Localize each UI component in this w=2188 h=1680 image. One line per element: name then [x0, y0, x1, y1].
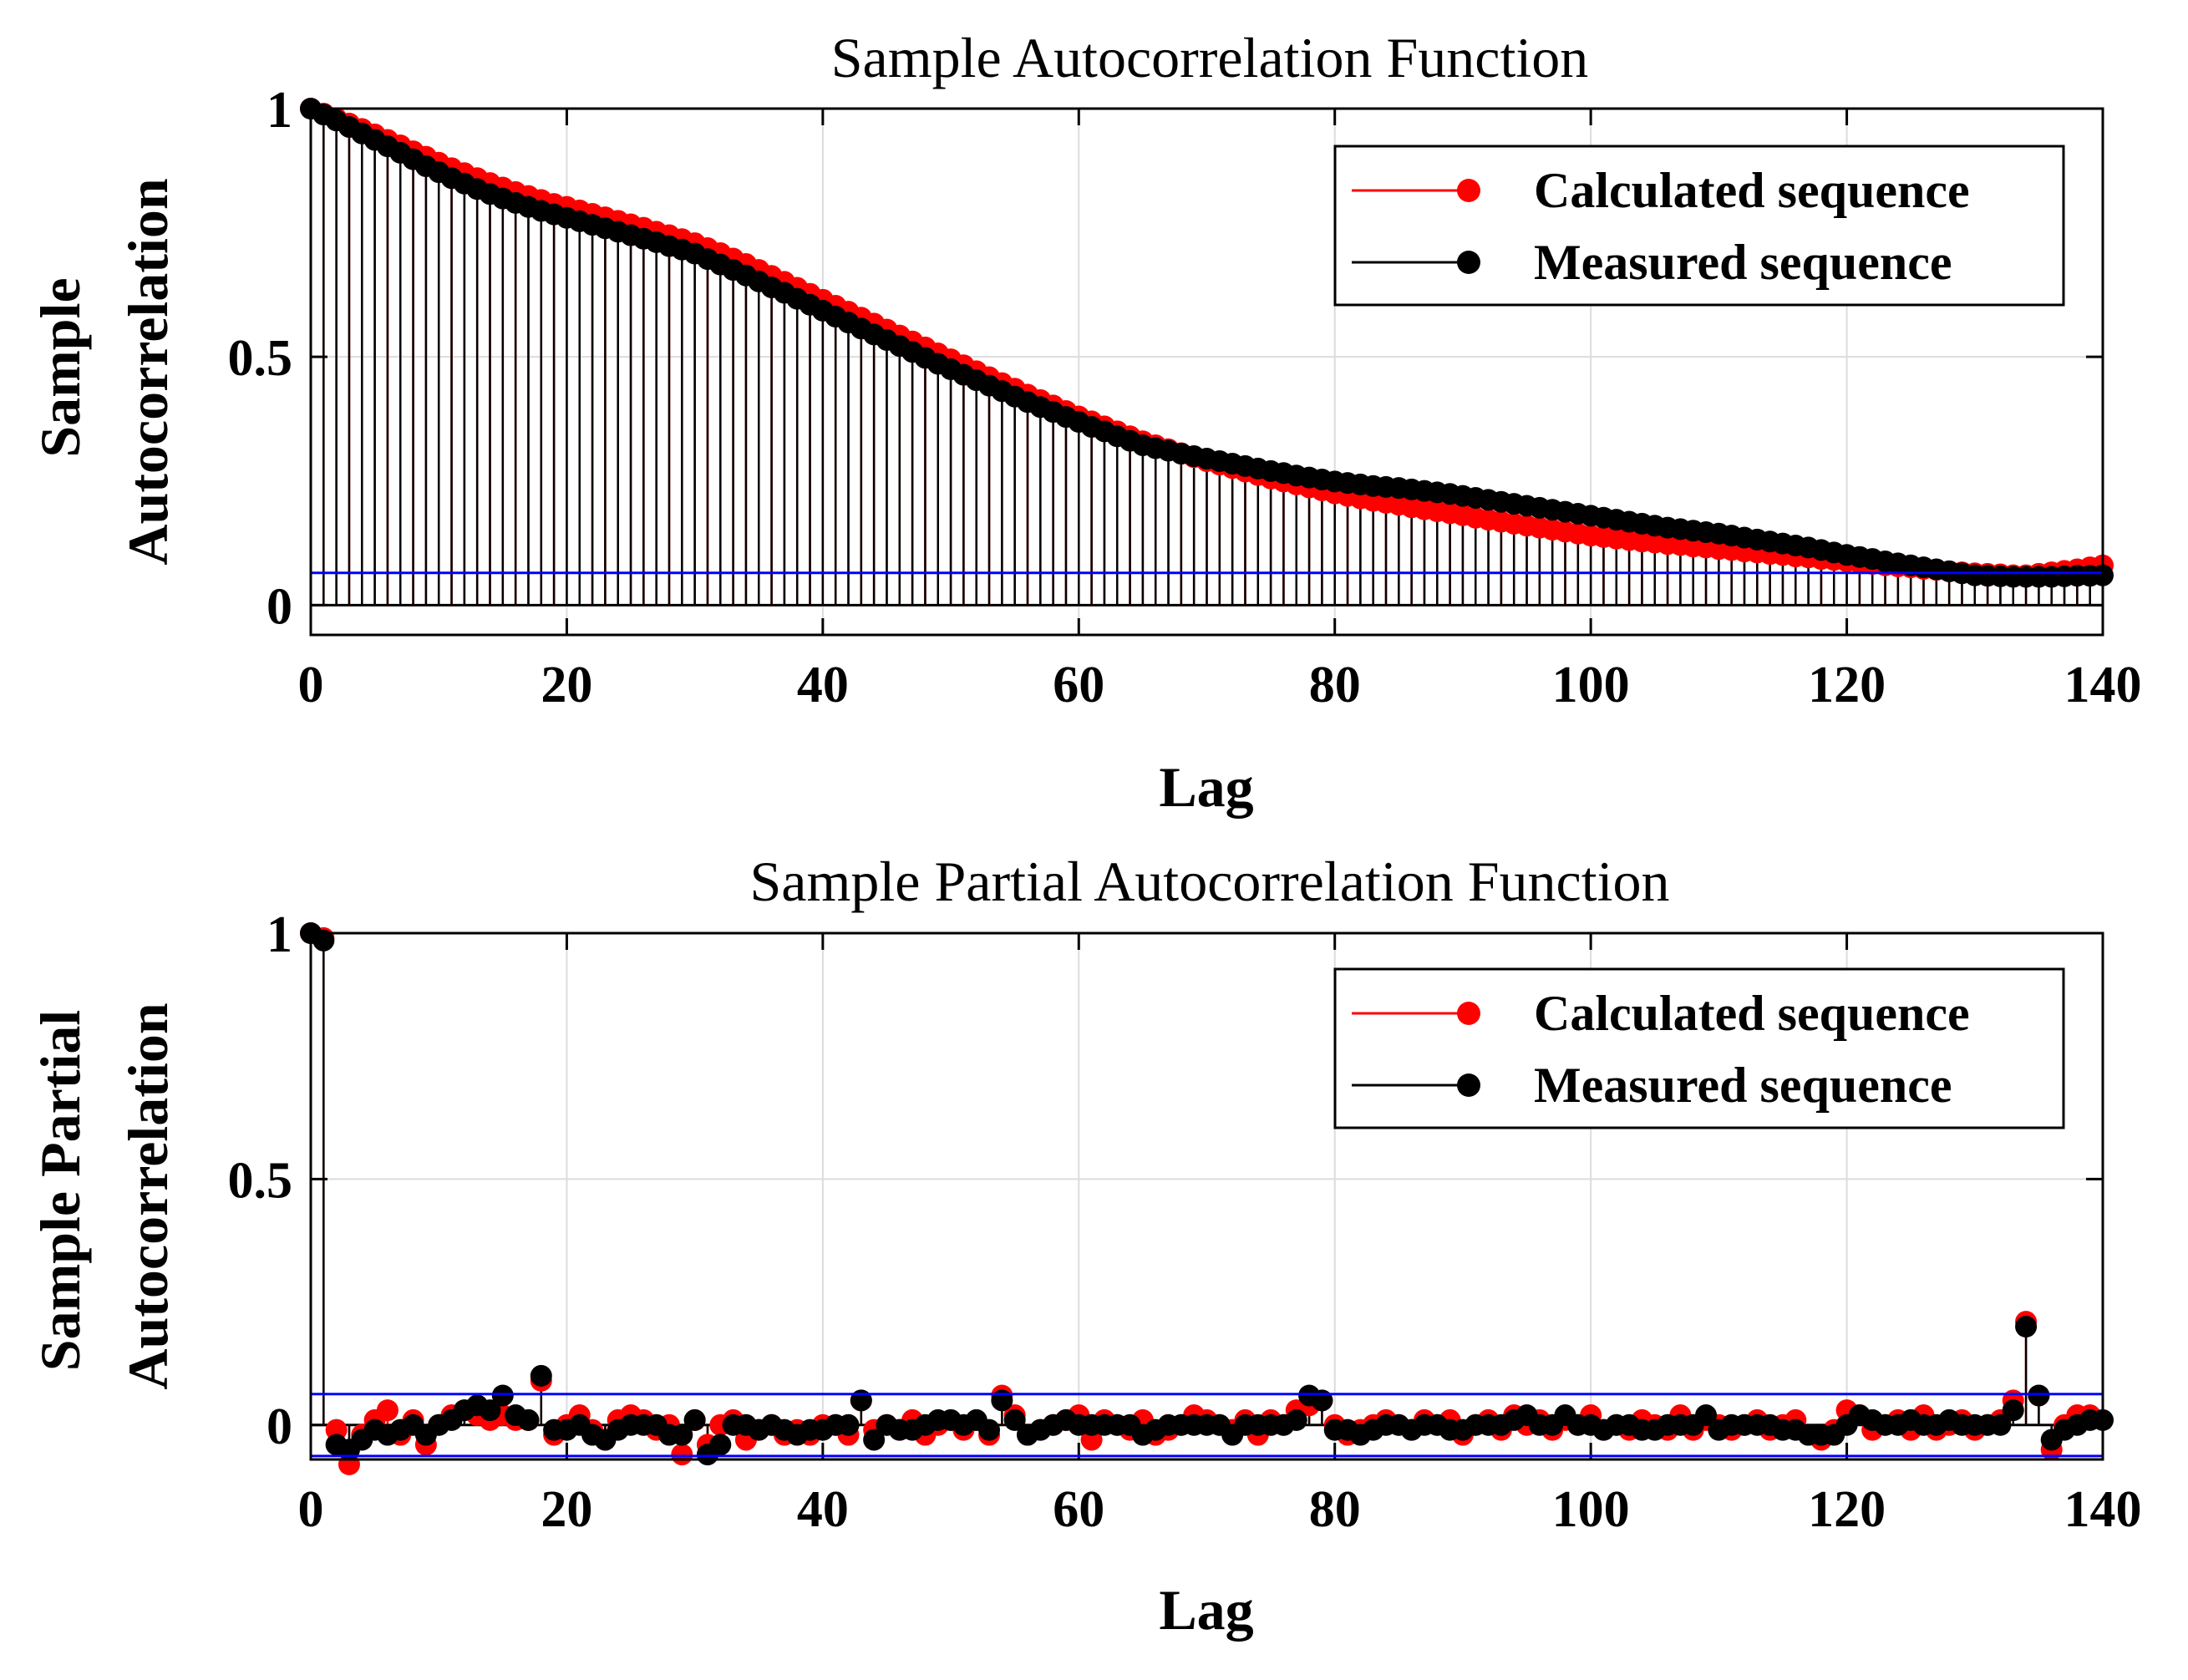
pacf-marker-measured — [683, 1408, 706, 1431]
acf-x-tick-label: 140 — [2064, 657, 2142, 713]
acf-x-tick-labels: 0 20 40 60 80 100 120 140 — [298, 657, 2142, 713]
pacf-x-tick-label: 120 — [1808, 1481, 1886, 1538]
acf-y-axis-label-line2: Autocorrelation — [116, 178, 180, 565]
pacf-marker-measured — [671, 1424, 693, 1446]
acf-axes-box — [309, 107, 2104, 637]
pacf-marker-measured — [530, 1364, 552, 1387]
acf-x-tick-label: 20 — [541, 657, 592, 713]
acf-legend: Calculated sequence Measured sequence — [1333, 145, 2065, 307]
acf-x-tick-label: 120 — [1808, 657, 1886, 713]
acf-x-tick-label: 100 — [1552, 657, 1630, 713]
pacf-marker-measured — [1285, 1408, 1307, 1431]
pacf-x-tick-label: 40 — [797, 1481, 849, 1538]
pacf-x-tick-label: 140 — [2064, 1481, 2142, 1538]
acf-y-tick-label: 0 — [267, 578, 292, 635]
pacf-marker-measured — [863, 1429, 886, 1451]
acf-x-tick-label: 40 — [797, 657, 849, 713]
pacf-marker-measured — [2028, 1384, 2050, 1407]
pacf-legend-label-calculated: Calculated sequence — [1534, 986, 1970, 1041]
pacf-y-tick-label: 0 — [267, 1398, 292, 1455]
acf-legend-box — [1333, 145, 2065, 307]
pacf-marker-measured — [837, 1414, 860, 1436]
pacf-marker-measured — [1003, 1408, 1026, 1431]
acf-chart-title: Sample Autocorrelation Function — [831, 26, 1589, 89]
pacf-legend-box — [1333, 967, 2065, 1129]
pacf-marker-measured — [1989, 1414, 2012, 1436]
pacf-y-tick-labels: 0 0.5 1 — [228, 906, 293, 1455]
pacf-marker-measured — [517, 1408, 540, 1431]
acf-x-tick-label: 0 — [298, 657, 324, 713]
acf-y-axis-label-line1: Sample — [28, 277, 92, 457]
pacf-x-tick-label: 0 — [298, 1481, 324, 1538]
pacf-marker-measured — [1695, 1404, 1718, 1427]
acf-legend-label-calculated: Calculated sequence — [1534, 163, 1970, 218]
acf-x-tick-label: 80 — [1309, 657, 1361, 713]
pacf-axes-box — [309, 931, 2104, 1461]
pacf-chart-title: Sample Partial Autocorrelation Function — [749, 850, 1669, 913]
pacf-marker-measured — [709, 1434, 732, 1456]
pacf-confidence-bounds — [311, 1393, 2103, 1458]
pacf-legend-marker-calculated — [1457, 1002, 1480, 1025]
pacf-x-tick-label: 100 — [1552, 1481, 1630, 1538]
acf-x-axis-label: Lag — [1159, 755, 1253, 819]
pacf-x-tick-label: 80 — [1309, 1481, 1361, 1538]
pacf-y-axis-label-line1: Sample Partial — [28, 1010, 92, 1372]
acf-legend-marker-measured — [1457, 251, 1480, 274]
acf-x-tick-label: 60 — [1053, 657, 1104, 713]
acf-legend-marker-calculated — [1457, 179, 1480, 202]
pacf-x-tick-labels: 0 20 40 60 80 100 120 140 — [298, 1481, 2142, 1538]
pacf-marker-measured — [978, 1419, 1001, 1441]
pacf-marker-calculated — [376, 1399, 399, 1422]
pacf-marker-measured — [312, 929, 335, 952]
acf-legend-label-measured: Measured sequence — [1534, 235, 1952, 290]
pacf-y-axis-label-line2: Autocorrelation — [116, 1002, 180, 1389]
pacf-markers — [300, 922, 2114, 1475]
pacf-legend: Calculated sequence Measured sequence — [1333, 967, 2065, 1129]
acf-y-tick-labels: 0 0.5 1 — [228, 82, 293, 635]
pacf-marker-measured — [2015, 1316, 2038, 1338]
pacf-chart: Sample Partial Autocorrelation Function … — [28, 850, 2142, 1642]
pacf-marker-measured — [2002, 1399, 2024, 1422]
pacf-x-tick-label: 20 — [541, 1481, 592, 1538]
pacf-legend-label-measured: Measured sequence — [1534, 1058, 1952, 1113]
acf-markers — [300, 98, 2114, 588]
pacf-x-axis-label: Lag — [1159, 1578, 1253, 1642]
pacf-marker-measured — [491, 1384, 514, 1407]
pacf-y-tick-label: 0.5 — [228, 1152, 293, 1209]
pacf-marker-measured — [479, 1399, 501, 1422]
pacf-y-tick-label: 1 — [267, 906, 292, 963]
acf-chart: Sample Autocorrelation Function 0 20 40 … — [28, 26, 2142, 819]
acf-y-tick-label: 1 — [267, 82, 292, 139]
pacf-marker-calculated — [671, 1444, 693, 1466]
pacf-x-tick-label: 60 — [1053, 1481, 1104, 1538]
acf-y-tick-label: 0.5 — [228, 330, 293, 387]
pacf-legend-marker-measured — [1457, 1073, 1480, 1097]
